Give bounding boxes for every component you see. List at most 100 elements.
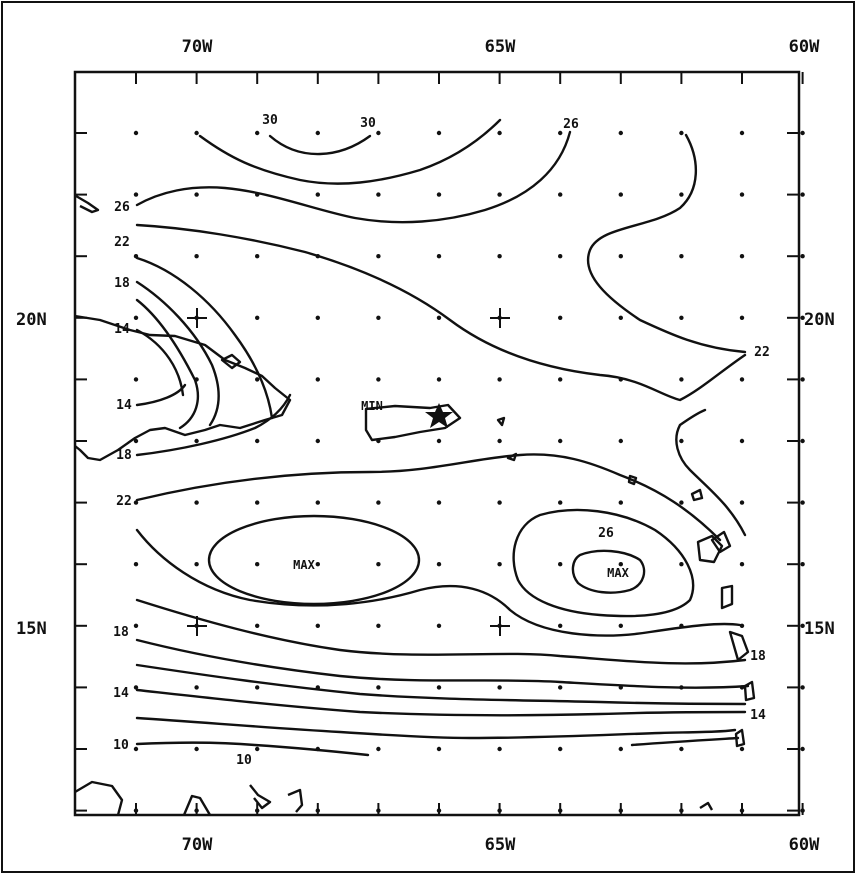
grid-dot (376, 130, 381, 136)
grid-dot (194, 746, 199, 752)
contour-22-east (675, 408, 747, 537)
contour-labels: 30 30 26 26 22 18 14 14 18 22 22 26 18 1… (113, 113, 770, 768)
grid-dot (800, 192, 805, 197)
label-22-lower: 22 (116, 494, 132, 509)
cross-65w-15n (490, 616, 510, 636)
grid-dot (679, 377, 684, 382)
grid-dot (315, 438, 320, 444)
contour-10-east (630, 736, 740, 747)
grid-dot (558, 192, 563, 197)
cross-70w-15n (187, 616, 207, 636)
grid-dot (436, 500, 442, 505)
label-18-right: 18 (750, 649, 766, 664)
contour-30 (268, 134, 372, 156)
grid-dot (376, 562, 381, 567)
grid-dot (133, 192, 139, 197)
grid-dot (800, 315, 805, 320)
grid-dot (436, 438, 442, 444)
label-14-upper: 14 (114, 322, 130, 337)
island-guadeloupe (696, 534, 724, 564)
grid-dot (497, 562, 502, 567)
grid-dot (133, 500, 139, 505)
max-east-label: MAX (607, 566, 629, 580)
grid-dot (436, 685, 442, 690)
grid-dot (558, 500, 563, 505)
grid-dot (133, 746, 139, 752)
grid-dot (194, 254, 199, 259)
contour-20-south (135, 528, 742, 637)
islet-south-1 (249, 784, 272, 810)
island-st-lucia (743, 680, 756, 702)
islet-northwest (75, 194, 100, 214)
grid-dot (436, 562, 442, 567)
left-label-20n: 20N (16, 310, 47, 330)
grid-dot (800, 623, 805, 628)
cross-70w-20n (187, 308, 207, 328)
grid-dot (679, 808, 684, 813)
grid-dot (497, 130, 502, 136)
label-18-lower: 18 (113, 625, 129, 640)
right-label-15n: 15N (804, 619, 835, 639)
label-10-bottom: 10 (236, 753, 252, 768)
grid-dot (679, 500, 684, 505)
grid-dot (436, 254, 442, 259)
grid-dot (376, 192, 381, 197)
grid-dot (800, 438, 805, 444)
grid-dot (558, 562, 563, 567)
label-18-mid: 18 (116, 448, 132, 463)
peninsula-south-1 (182, 794, 212, 816)
label-18-left: 18 (114, 276, 130, 291)
contour-22-mid (135, 453, 722, 542)
cross-65w-20n (490, 308, 510, 328)
grid-dot (255, 377, 260, 382)
grid-dot (194, 500, 199, 505)
grid-dot (739, 315, 745, 320)
grid-dot (133, 438, 139, 444)
island-hispaniola-north (220, 353, 242, 370)
contour-14-upper (135, 328, 185, 397)
grid-dot (194, 562, 199, 567)
right-axis-labels: 20N 15N (804, 310, 835, 639)
label-22-left: 22 (114, 235, 130, 250)
min-label: MIN (361, 399, 383, 413)
grid-dot (558, 438, 563, 444)
grid-dot (618, 315, 623, 320)
grid-dot (800, 808, 805, 813)
grid-dot (497, 192, 502, 197)
grid-dot (679, 562, 684, 567)
coastlines (74, 194, 756, 816)
island-dominica (720, 584, 734, 610)
label-26-top: 26 (563, 117, 579, 132)
grid-dot (315, 130, 320, 136)
grid-dot (800, 562, 805, 567)
grid-dot (618, 562, 623, 567)
grid-dot (315, 500, 320, 505)
top-label-60w: 60W (789, 37, 820, 57)
label-14-mid: 14 (116, 398, 132, 413)
grid-dot (558, 746, 563, 752)
grid-dot (376, 315, 381, 320)
grid-dot (194, 808, 199, 813)
label-14-lower: 14 (113, 686, 129, 701)
grid-dot (800, 254, 805, 259)
grid-dot (376, 500, 381, 505)
right-label-20n: 20N (804, 310, 835, 330)
grid-dot (679, 746, 684, 752)
grid-dot (800, 130, 805, 136)
grid-dot (315, 315, 320, 320)
island-guadeloupe-east (710, 530, 732, 554)
grid-dot (133, 623, 139, 628)
grid-dot (255, 438, 260, 444)
grid-dot (436, 623, 442, 628)
grid-dot (618, 438, 623, 444)
contour-16-south (135, 638, 750, 689)
grid-dot (800, 500, 805, 505)
grid-dot (315, 623, 320, 628)
grid-dot (558, 623, 563, 628)
grid-dot (739, 562, 745, 567)
contour-18-mid (135, 393, 292, 457)
max-west-label: MAX (293, 558, 315, 572)
grid-dot (315, 377, 320, 382)
grid-dot (618, 254, 623, 259)
